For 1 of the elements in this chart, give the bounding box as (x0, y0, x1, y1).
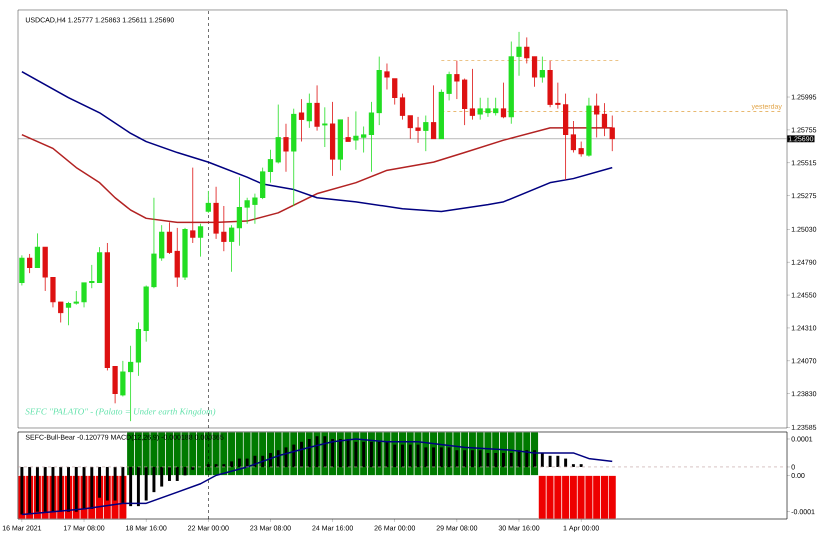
annotation: SEFC "PALATO" - (Palato = Under earth Kingdom) (25, 408, 216, 416)
